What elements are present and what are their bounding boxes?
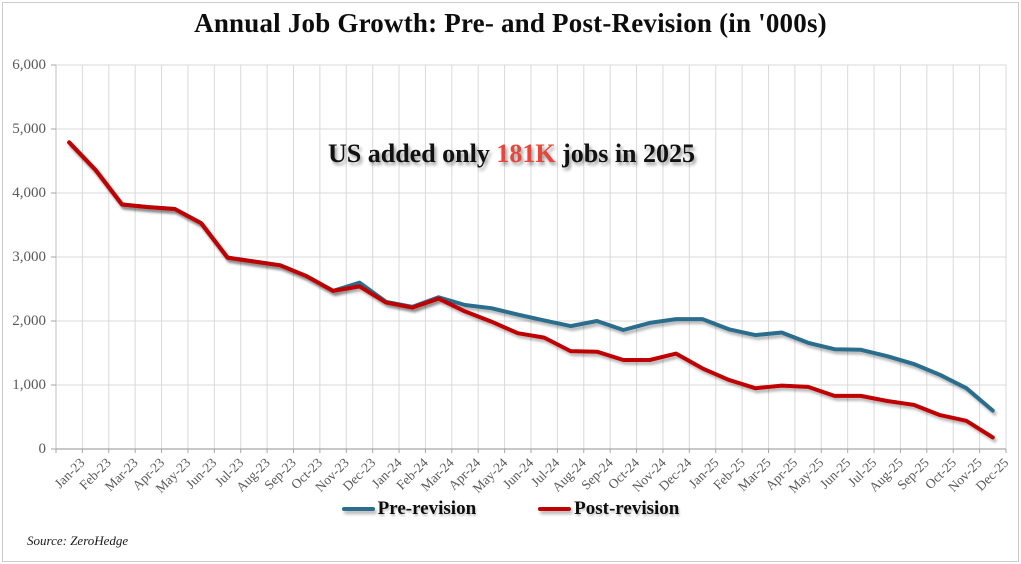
annotation-text-suffix: jobs in 2025 bbox=[555, 139, 695, 168]
legend-label-post-revision: Post-revision bbox=[574, 498, 680, 519]
gridlines bbox=[55, 64, 1007, 449]
legend-label-pre-revision: Pre-revision bbox=[377, 498, 477, 519]
y-tick-label: 4,000 bbox=[12, 185, 46, 201]
series-lines bbox=[67, 140, 995, 440]
source-attribution: Source: ZeroHedge bbox=[27, 533, 129, 548]
post-revision-line-swatch bbox=[538, 507, 572, 511]
legend-item-post-revision: Post-revision bbox=[538, 498, 679, 520]
legend: Pre-revision Post-revision bbox=[0, 498, 1021, 520]
y-tick-label: 1,000 bbox=[12, 377, 46, 393]
post-revision-line bbox=[67, 140, 995, 440]
pre-revision-line-swatch bbox=[341, 507, 375, 511]
axes bbox=[51, 64, 1007, 453]
annotation-text-prefix: US added only bbox=[328, 139, 497, 168]
legend-item-pre-revision: Pre-revision bbox=[341, 498, 477, 520]
y-tick-label: 6,000 bbox=[12, 57, 46, 73]
y-tick-label: 0 bbox=[38, 441, 47, 457]
y-tick-label: 5,000 bbox=[12, 121, 46, 137]
y-tick-label: 3,000 bbox=[12, 249, 46, 265]
chart-title: Annual Job Growth: Pre- and Post-Revisio… bbox=[194, 8, 827, 38]
y-tick-label: 2,000 bbox=[12, 313, 46, 329]
annotation-callout: US added only 181K jobs in 2025 bbox=[328, 139, 695, 169]
annotation-highlight: 181K bbox=[496, 139, 556, 168]
